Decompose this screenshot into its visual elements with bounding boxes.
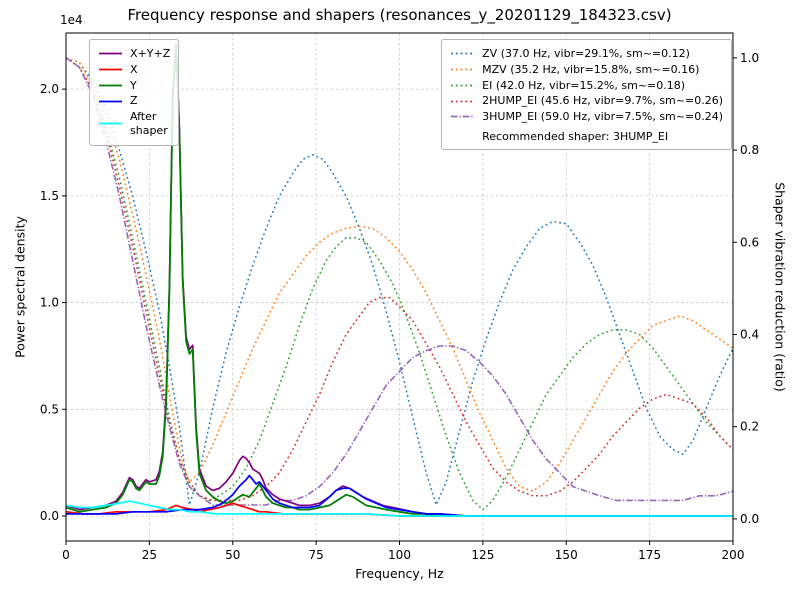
x-tick-label: 25 — [142, 548, 157, 562]
curve-ei — [65, 57, 734, 511]
y-axis-offset-label: 1e4 — [60, 13, 83, 27]
legend-line-sample — [99, 84, 122, 87]
curve-y — [65, 45, 733, 517]
y-left-tick-label: 0.0 — [40, 509, 59, 523]
y-left-tick-label: 1.0 — [40, 296, 59, 310]
legend-label: EI (42.0 Hz, vibr=15.2%, sm~=0.18) — [482, 78, 686, 92]
y-right-tick-label: 1.0 — [740, 51, 759, 65]
y-axis-label-right: Shaper vibration reduction (ratio) — [772, 182, 788, 392]
recommended-shaper-note: Recommended shaper: 3HUMP_EI — [482, 129, 669, 143]
legend-item-ei: EI (42.0 Hz, vibr=15.2%, sm~=0.18) — [450, 79, 723, 93]
legend-item-xyz: X+Y+Z — [98, 47, 170, 61]
axis-ticks: 0 25 50 75 100 125 150 175 200 0.0 0.5 1.0 1.5 2.0 0.0… — [40, 51, 759, 562]
legend-label: X+Y+Z — [130, 47, 171, 60]
x-tick-label: 125 — [471, 548, 494, 562]
legend-item-2hump-ei: 2HUMP_EI (45.6 Hz, vibr=9.7%, sm~=0.26) — [450, 94, 723, 108]
curve-2hump-ei — [65, 57, 734, 502]
legend-line-sample — [99, 100, 122, 103]
legend-item-after-shaper: After shaper — [98, 110, 170, 138]
x-tick-label: 175 — [638, 548, 661, 562]
x-tick-label: 100 — [388, 548, 411, 562]
x-tick-label: 75 — [308, 548, 323, 562]
legend-label: X — [130, 62, 138, 76]
legend-item-3hump-ei: 3HUMP_EI (59.0 Hz, vibr=7.5%, sm~=0.24) — [450, 110, 723, 124]
legend-label: Z — [130, 94, 138, 108]
x-tick-label: 0 — [62, 548, 70, 562]
y-left-tick-label: 1.5 — [40, 189, 59, 203]
legend-psd-series: X+Y+Z X Y Z After shaper — [89, 39, 180, 146]
legend-label: MZV (35.2 Hz, vibr=15.8%, sm~=0.16) — [482, 62, 700, 76]
x-tick-label: 200 — [722, 548, 745, 562]
legend-label: ZV (37.0 Hz, vibr=29.1%, sm~=0.12) — [482, 47, 690, 60]
x-axis-label: Frequency, Hz — [355, 566, 444, 581]
curve-zv — [65, 57, 734, 506]
y-left-tick-label: 0.5 — [40, 402, 59, 416]
curve-mzv — [65, 57, 734, 492]
legend-shapers: ZV (37.0 Hz, vibr=29.1%, sm~=0.12) MZV (3… — [441, 39, 732, 150]
legend-item-mzv: MZV (35.2 Hz, vibr=15.8%, sm~=0.16) — [450, 63, 723, 77]
legend-label: Y — [130, 78, 137, 92]
legend-line-sample — [451, 100, 475, 103]
curve-after-shaper — [65, 500, 733, 517]
legend-item-zv: ZV (37.0 Hz, vibr=29.1%, sm~=0.12) — [450, 47, 723, 61]
legend-label: 2HUMP_EI (45.6 Hz, vibr=9.7%, sm~=0.26) — [482, 94, 723, 108]
y-right-tick-label: 0.6 — [740, 235, 759, 249]
x-tick-label: 50 — [225, 548, 240, 562]
y-right-tick-label: 0.4 — [740, 327, 759, 341]
legend-item-y: Y — [98, 79, 170, 93]
legend-line-sample — [451, 68, 475, 71]
legend-label: 3HUMP_EI (59.0 Hz, vibr=7.5%, sm~=0.24) — [482, 110, 723, 123]
series-curves — [65, 43, 734, 517]
legend-line-sample — [99, 68, 122, 71]
legend-label: After shaper — [130, 110, 168, 137]
legend-line-sample — [451, 52, 475, 55]
legend-item-x: X — [98, 63, 170, 77]
y-right-tick-label: 0.0 — [740, 512, 759, 526]
chart-title: Frequency response and shapers (resonanc… — [127, 6, 672, 24]
legend-line-sample — [451, 115, 475, 118]
y-left-tick-label: 2.0 — [40, 82, 59, 96]
legend-line-sample — [99, 122, 122, 125]
legend-item-z: Z — [98, 94, 170, 108]
legend-line-sample — [99, 52, 122, 55]
x-tick-label: 150 — [555, 548, 578, 562]
y-axis-label-left: Power spectral density — [12, 216, 28, 358]
y-right-tick-label: 0.8 — [740, 143, 759, 157]
curve-3hump-ei — [65, 57, 734, 506]
legend-line-sample — [451, 84, 475, 87]
y-right-tick-label: 0.2 — [740, 420, 759, 434]
